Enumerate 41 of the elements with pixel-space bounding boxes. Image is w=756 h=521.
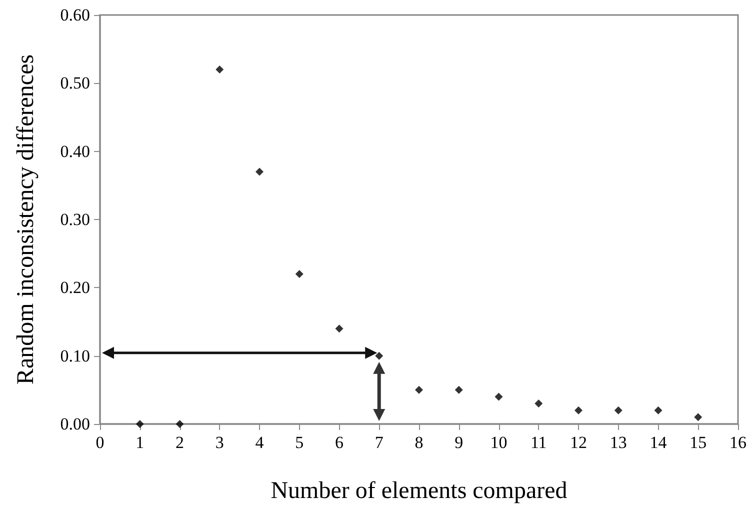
point	[335, 324, 344, 333]
x-axis-title: Number of elements compared	[270, 478, 568, 504]
point	[295, 270, 304, 278]
y-tick-label: 0.60	[60, 6, 90, 24]
y-tick-label: 0.40	[60, 142, 90, 161]
point	[454, 386, 463, 394]
point	[654, 406, 662, 414]
x-tick-label: 13	[610, 433, 627, 452]
x-tick-label: 1	[136, 433, 144, 452]
x-tick-label: 7	[374, 433, 384, 452]
y-tick-label: 0.10	[60, 346, 90, 366]
y-tick-label: 0.00	[60, 414, 90, 434]
point	[574, 406, 582, 414]
y-tick-label: 0.30	[60, 210, 90, 229]
x-tick-label: 2	[176, 433, 184, 452]
x-tick-label: 15	[690, 433, 707, 452]
y-tick-label: 0.50	[60, 74, 90, 93]
point	[176, 420, 184, 428]
x-tick-label: 11	[530, 433, 547, 452]
point	[534, 400, 543, 408]
x-tick-label: 10	[490, 433, 508, 452]
point	[614, 406, 622, 414]
x-tick-label: 8	[414, 433, 424, 452]
x-tick-label: 0	[96, 433, 104, 452]
point	[694, 413, 702, 422]
point	[375, 352, 384, 360]
y-axis-title: Random inconsistency differences	[13, 54, 39, 385]
x-tick-label: 14	[650, 433, 668, 452]
y-tick-label: 0.20	[60, 278, 90, 298]
point	[216, 66, 224, 74]
point	[494, 392, 503, 401]
x-tick-label: 9	[454, 433, 464, 452]
point	[256, 168, 264, 176]
x-tick-label: 16	[730, 433, 746, 452]
point	[136, 420, 144, 428]
point	[415, 386, 423, 394]
x-tick-label: 12	[570, 433, 587, 452]
x-tick-label: 5	[295, 433, 304, 452]
x-tick-label: 6	[335, 433, 344, 452]
x-tick-label: 4	[255, 433, 264, 452]
x-tick-label: 3	[215, 433, 224, 452]
